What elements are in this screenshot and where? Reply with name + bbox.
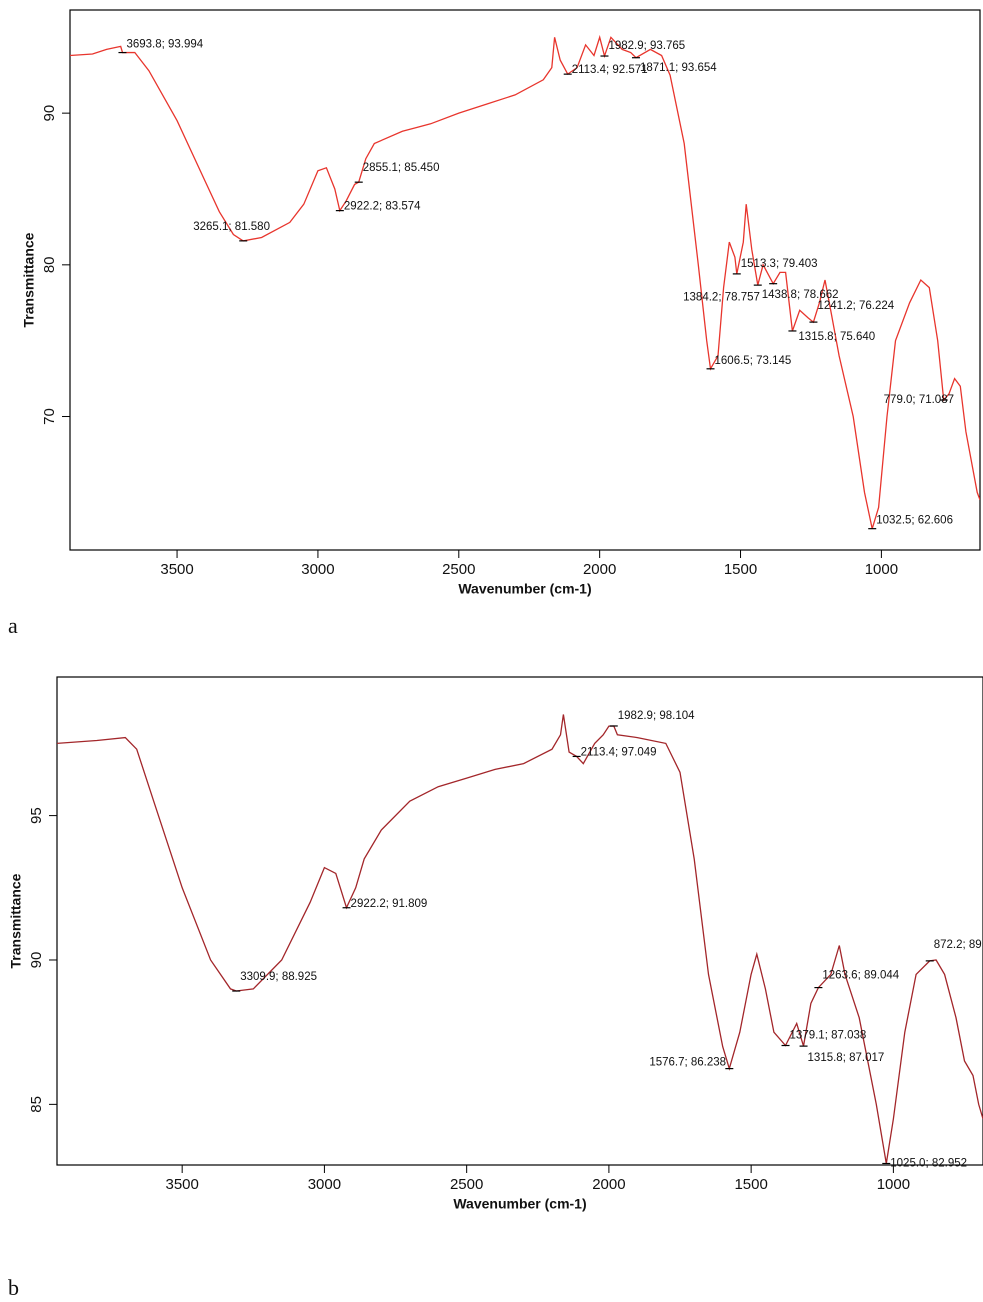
x-tick-label: 3500 xyxy=(160,561,193,578)
y-axis-label: Transmittance xyxy=(21,232,37,327)
peak-label: 3309.9; 88.925 xyxy=(240,971,317,983)
x-axis-label: Wavenumber (cm-1) xyxy=(453,1196,586,1212)
x-tick-label: 1000 xyxy=(865,561,898,578)
peak-label: 1384.2; 78.757 xyxy=(683,292,760,304)
caption: a xyxy=(8,613,18,638)
y-tick-label: 85 xyxy=(28,1096,45,1113)
peak-label: 1241.2; 76.224 xyxy=(817,300,894,312)
y-tick-label: 70 xyxy=(41,408,58,425)
x-tick-label: 2000 xyxy=(583,561,616,578)
peak-label: 3265.1; 81.580 xyxy=(193,221,270,233)
caption: b xyxy=(8,1275,19,1300)
x-tick-label: 3500 xyxy=(165,1176,198,1193)
peak-label: 1438.8; 78.662 xyxy=(762,289,839,301)
x-tick-label: 3000 xyxy=(308,1176,341,1193)
y-tick-label: 90 xyxy=(28,952,45,969)
plot-frame xyxy=(56,676,983,1166)
peak-label: 1032.5; 62.606 xyxy=(876,515,953,527)
peak-label: 1513.3; 79.403 xyxy=(741,258,818,270)
peak-label: 1871.1; 93.654 xyxy=(640,62,717,74)
peak-label: 779.0; 71.087 xyxy=(884,394,954,406)
peak-label: 2922.2; 83.574 xyxy=(344,201,421,213)
peak-label: 1315.8; 75.640 xyxy=(798,331,875,343)
y-axis-label: Transmittance xyxy=(8,873,24,968)
peak-label: 1025.0; 82.952 xyxy=(890,1158,967,1170)
peak-label: 1606.5; 73.145 xyxy=(715,355,792,367)
x-tick-label: 2500 xyxy=(442,561,475,578)
x-tick-label: 1500 xyxy=(734,1176,767,1193)
y-tick-label: 95 xyxy=(28,807,45,824)
peak-label: 1982.9; 93.765 xyxy=(608,40,685,52)
plot-frame xyxy=(69,9,981,551)
x-tick-label: 3000 xyxy=(301,561,334,578)
peak-label: 1315.8; 87.017 xyxy=(808,1052,885,1064)
peak-label: 872.2; 89.969 xyxy=(934,939,983,951)
peak-label: 1982.9; 98.104 xyxy=(618,710,695,722)
y-tick-label: 80 xyxy=(41,256,58,273)
peak-label: 1263.6; 89.044 xyxy=(822,970,899,982)
spectrum-line xyxy=(70,34,980,529)
peak-label: 2113.4; 97.049 xyxy=(581,746,657,758)
peak-label: 2855.1; 85.450 xyxy=(363,162,440,174)
x-tick-label: 1500 xyxy=(724,561,757,578)
peak-label: 2113.4; 92.571 xyxy=(572,64,648,76)
x-tick-label: 2000 xyxy=(592,1176,625,1193)
x-axis-label: Wavenumber (cm-1) xyxy=(458,581,591,597)
peak-label: 2922.2; 91.809 xyxy=(351,898,428,910)
peak-label: 1379.1; 87.038 xyxy=(790,1030,867,1042)
x-tick-label: 1000 xyxy=(877,1176,910,1193)
x-tick-label: 2500 xyxy=(450,1176,483,1193)
y-tick-label: 90 xyxy=(41,105,58,122)
spectrum-line xyxy=(57,714,983,1164)
peak-label: 1576.7; 86.238 xyxy=(649,1057,726,1069)
peak-label: 3693.8; 93.994 xyxy=(126,39,203,51)
